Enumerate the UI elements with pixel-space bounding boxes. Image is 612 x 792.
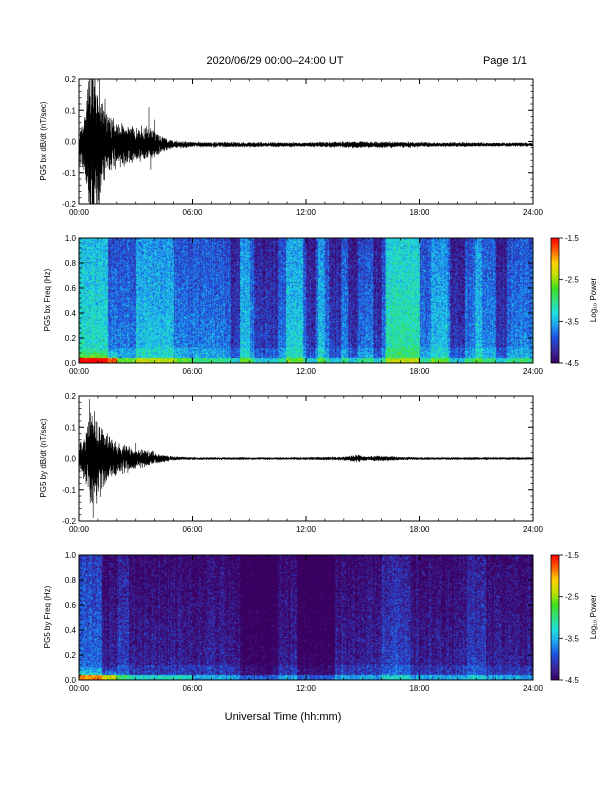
ylabel-by-dbdt: PG5 by dB/dt (nT/sec): [39, 418, 48, 497]
x-tick-label: 24:00: [523, 367, 544, 376]
colorbar-tick-label: -3.5: [565, 317, 579, 326]
trace-by: [79, 399, 533, 518]
colorbar-tick-label: -4.5: [565, 676, 579, 685]
plot-title: 2020/06/29 00:00–24:00 UT: [206, 55, 343, 67]
colorbar-tick-label: -2.5: [565, 593, 579, 602]
trace-bx: [79, 79, 533, 204]
y-tick-label: 0.1: [65, 423, 77, 432]
page-number: Page 1/1: [483, 55, 527, 67]
y-tick-label: 0.8: [65, 259, 77, 268]
x-tick-label: 12:00: [296, 525, 317, 534]
x-tick-label: 24:00: [523, 684, 544, 693]
x-axis-label: Universal Time (hh:mm): [225, 711, 342, 723]
panel-by-dbdt: 00:00 06:00 12:00 18:00 24:00 -0.2 -0.1 0.0 0.1 0…: [39, 392, 544, 534]
y-tick-label: 0.2: [65, 651, 77, 660]
trace-line-by: [79, 399, 533, 518]
y-tick-label: 0.2: [65, 75, 77, 84]
ylabel-bx-dbdt: PG5 bx dB/dt (nT/sec): [39, 101, 48, 180]
x-tick-label: 06:00: [182, 208, 203, 217]
x-tick-label: 00:00: [69, 367, 90, 376]
colorbar-tick-label: -1.5: [565, 234, 579, 243]
x-tick-label: 12:00: [296, 367, 317, 376]
y-tick-label: -0.2: [62, 200, 76, 209]
ticks-bx-spectrogram: 00:00 06:00 12:00 18:00 24:00 0.0 0.2 0.4 0.6 0.8…: [65, 234, 544, 376]
x-tick-label: 18:00: [409, 367, 430, 376]
y-tick-label: -0.1: [62, 169, 76, 178]
y-tick-label: 0.6: [65, 601, 77, 610]
colorbar-label-bx: Log₁₀ Power: [589, 278, 598, 323]
y-tick-label: -0.2: [62, 517, 76, 526]
y-tick-label: 0.0: [65, 676, 77, 685]
y-tick-label: 0.4: [65, 626, 77, 635]
y-tick-label: 0.6: [65, 284, 77, 293]
x-tick-label: 12:00: [296, 208, 317, 217]
trace-line-bx: [79, 79, 533, 204]
y-tick-label: 0.8: [65, 576, 77, 585]
ylabel-bx-spectrogram: PG5 bx Freq (Hz): [43, 268, 52, 331]
x-tick-label: 18:00: [409, 684, 430, 693]
x-tick-label: 00:00: [69, 684, 90, 693]
y-tick-label: 0.0: [65, 359, 77, 368]
panel-bx-spectrogram: 00:00 06:00 12:00 18:00 24:00 0.0 0.2 0.4 0.6 0.8…: [43, 234, 598, 376]
x-tick-label: 12:00: [296, 684, 317, 693]
y-tick-label: 0.1: [65, 106, 77, 115]
x-tick-label: 24:00: [523, 208, 544, 217]
y-tick-label: 0.2: [65, 392, 77, 401]
ylabel-by-spectrogram: PG5 by Freq (Hz): [43, 585, 52, 648]
ticks-by-spectrogram: 00:00 06:00 12:00 18:00 24:00 0.0 0.2 0.4 0.6 0.8…: [65, 551, 544, 693]
y-tick-label: 0.0: [65, 455, 77, 464]
y-tick-label: -0.1: [62, 486, 76, 495]
spectrogram-bx: [79, 238, 533, 363]
panel-bx-dbdt: 00:00 06:00 12:00 18:00 24:00 -0.2 -0.1 0.0 0.1 0…: [39, 75, 544, 217]
y-tick-label: 0.2: [65, 334, 77, 343]
colorbar-by: [550, 554, 560, 681]
colorbar-tick-label: -3.5: [565, 634, 579, 643]
x-tick-label: 06:00: [182, 525, 203, 534]
x-tick-label: 00:00: [69, 208, 90, 217]
colorbar-tick-label: -1.5: [565, 551, 579, 560]
spectrogram-by: [79, 555, 533, 680]
colorbar-tick-label: -2.5: [565, 276, 579, 285]
y-tick-label: 0.0: [65, 138, 77, 147]
x-tick-label: 06:00: [182, 367, 203, 376]
colorbar-label-by: Log₁₀ Power: [589, 595, 598, 640]
x-tick-label: 18:00: [409, 208, 430, 217]
ticks-bx-dbdt: 00:00 06:00 12:00 18:00 24:00 -0.2 -0.1 0.0 0.1 0…: [62, 75, 543, 217]
ticks-by-dbdt: 00:00 06:00 12:00 18:00 24:00 -0.2 -0.1 0.0 0.1 0…: [62, 392, 543, 534]
x-tick-label: 00:00: [69, 525, 90, 534]
y-tick-label: 1.0: [65, 551, 77, 560]
x-tick-label: 24:00: [523, 525, 544, 534]
y-tick-label: 1.0: [65, 234, 77, 243]
panel-by-spectrogram: 00:00 06:00 12:00 18:00 24:00 0.0 0.2 0.4 0.6 0.8…: [43, 551, 598, 693]
colorbar-bx: [550, 237, 560, 364]
x-tick-label: 06:00: [182, 684, 203, 693]
colorbar-ticks-by: -1.5 -2.5 -3.5 -4.5: [559, 551, 579, 685]
x-tick-label: 18:00: [409, 525, 430, 534]
y-tick-label: 0.4: [65, 309, 77, 318]
colorbar-tick-label: -4.5: [565, 359, 579, 368]
colorbar-ticks-bx: -1.5 -2.5 -3.5 -4.5: [559, 234, 579, 368]
